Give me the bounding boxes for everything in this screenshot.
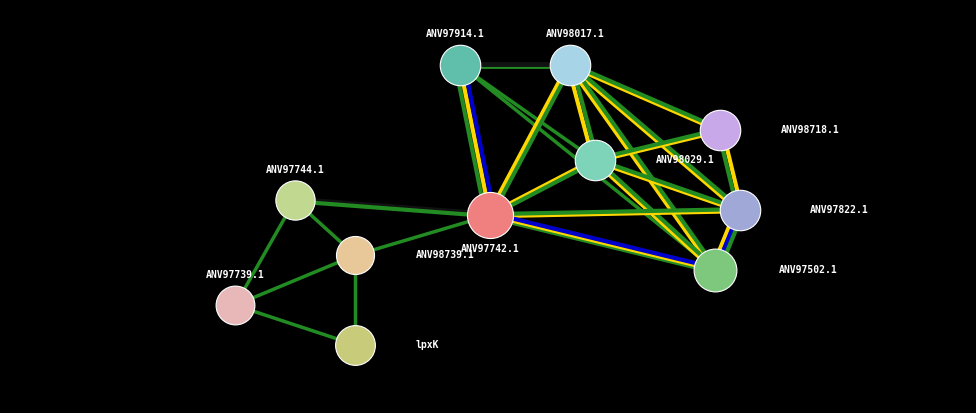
Point xyxy=(588,157,603,164)
Point xyxy=(562,62,578,68)
Point xyxy=(732,207,748,214)
Text: ANV98029.1: ANV98029.1 xyxy=(656,155,714,165)
Point xyxy=(227,302,243,309)
Point xyxy=(712,127,728,133)
Text: ANV98739.1: ANV98739.1 xyxy=(416,250,474,260)
Point xyxy=(347,342,363,348)
Text: ANV98718.1: ANV98718.1 xyxy=(781,125,839,135)
Point xyxy=(482,212,498,218)
Point xyxy=(347,252,363,259)
Point xyxy=(708,267,723,273)
Point xyxy=(287,197,303,204)
Text: lpxK: lpxK xyxy=(416,340,439,350)
Text: ANV97502.1: ANV97502.1 xyxy=(779,265,837,275)
Text: ANV98017.1: ANV98017.1 xyxy=(546,29,604,39)
Text: ANV97742.1: ANV97742.1 xyxy=(461,244,519,254)
Text: ANV97744.1: ANV97744.1 xyxy=(265,165,324,175)
Text: ANV97739.1: ANV97739.1 xyxy=(206,270,264,280)
Text: ANV97914.1: ANV97914.1 xyxy=(426,29,484,39)
Text: ANV97822.1: ANV97822.1 xyxy=(810,205,869,215)
Point xyxy=(452,62,468,68)
